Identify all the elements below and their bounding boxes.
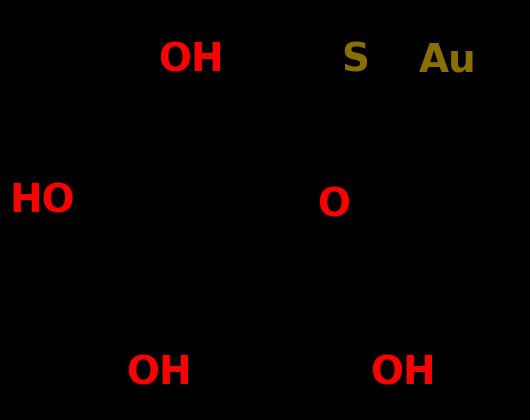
Text: S: S	[341, 42, 369, 80]
Text: O: O	[317, 187, 350, 225]
Text: OH: OH	[158, 42, 224, 80]
Text: OH: OH	[370, 355, 436, 393]
Text: Au: Au	[419, 42, 476, 80]
Text: OH: OH	[126, 355, 192, 393]
Text: HO: HO	[10, 183, 75, 220]
